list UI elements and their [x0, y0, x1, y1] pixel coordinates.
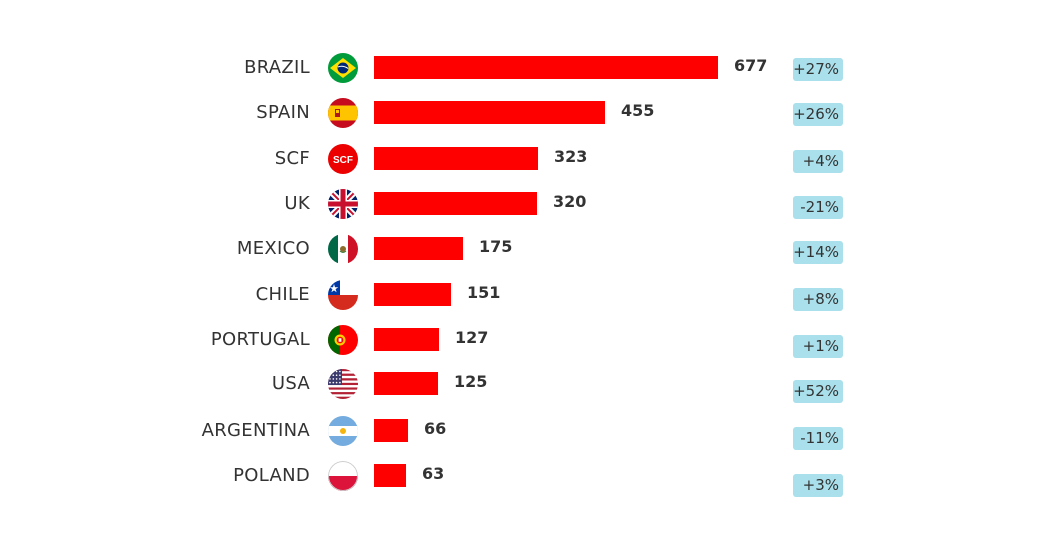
change-badge: +27% [793, 58, 843, 81]
value-label: 320 [553, 192, 587, 211]
argentina-flag-icon [328, 416, 358, 446]
chile-flag-icon [328, 280, 358, 310]
category-label: PORTUGAL [210, 329, 310, 350]
chart-row-chile: CHILE 151 [0, 275, 1050, 315]
bar-spain [374, 101, 605, 124]
bar-poland [374, 464, 406, 487]
chart-row-brazil: BRAZIL 677 [0, 48, 1050, 88]
change-badge: +52% [793, 380, 843, 403]
chart-row-portugal: PORTUGAL 127 [0, 320, 1050, 360]
change-badge: +14% [793, 241, 843, 264]
category-label: POLAND [233, 465, 310, 486]
category-label: BRAZIL [244, 57, 310, 78]
spain-flag-icon [328, 98, 358, 128]
value-label: 175 [479, 237, 513, 256]
value-label: 127 [455, 328, 489, 347]
scf-logo-icon: SCF [328, 144, 358, 174]
usa-flag-icon [328, 369, 358, 399]
poland-flag-icon [328, 461, 358, 491]
chart-row-argentina: ARGENTINA 66 [0, 411, 1050, 451]
svg-text:SCF: SCF [333, 155, 353, 166]
category-label: CHILE [255, 284, 310, 305]
change-badge: +1% [793, 335, 843, 358]
category-label: ARGENTINA [201, 420, 310, 441]
bar-argentina [374, 419, 408, 442]
change-badge: -21% [793, 196, 843, 219]
value-label: 455 [621, 101, 655, 120]
uk-flag-icon [328, 189, 358, 219]
category-label: UK [284, 193, 310, 214]
change-badge: +4% [793, 150, 843, 173]
chart-row-spain: SPAIN 455 [0, 93, 1050, 133]
change-badge: -11% [793, 427, 843, 450]
bar-scf [374, 147, 538, 170]
bar-chile [374, 283, 451, 306]
portugal-flag-icon [328, 325, 358, 355]
chart-row-uk: UK 320 [0, 184, 1050, 224]
brazil-flag-icon [328, 53, 358, 83]
value-label: 323 [554, 147, 588, 166]
category-label: SPAIN [256, 102, 310, 123]
change-badge: +3% [793, 474, 843, 497]
chart-row-usa: USA 125 [0, 364, 1050, 404]
value-label: 151 [467, 283, 501, 302]
chart-row-mexico: MEXICO 175 [0, 229, 1050, 269]
chart-row-scf: SCF SCF 323 [0, 139, 1050, 179]
bar-uk [374, 192, 537, 215]
category-label: MEXICO [236, 238, 310, 259]
change-badge: +8% [793, 288, 843, 311]
bar-portugal [374, 328, 439, 351]
category-label: SCF [274, 148, 310, 169]
bar-mexico [374, 237, 463, 260]
value-label: 63 [422, 464, 445, 483]
bar-brazil [374, 56, 718, 79]
value-label: 677 [734, 56, 768, 75]
mexico-flag-icon [328, 234, 358, 264]
chart-row-poland: POLAND 63 [0, 456, 1050, 496]
value-label: 66 [424, 419, 447, 438]
category-label: USA [271, 373, 310, 394]
bar-usa [374, 372, 438, 395]
change-badge: +26% [793, 103, 843, 126]
value-label: 125 [454, 372, 488, 391]
